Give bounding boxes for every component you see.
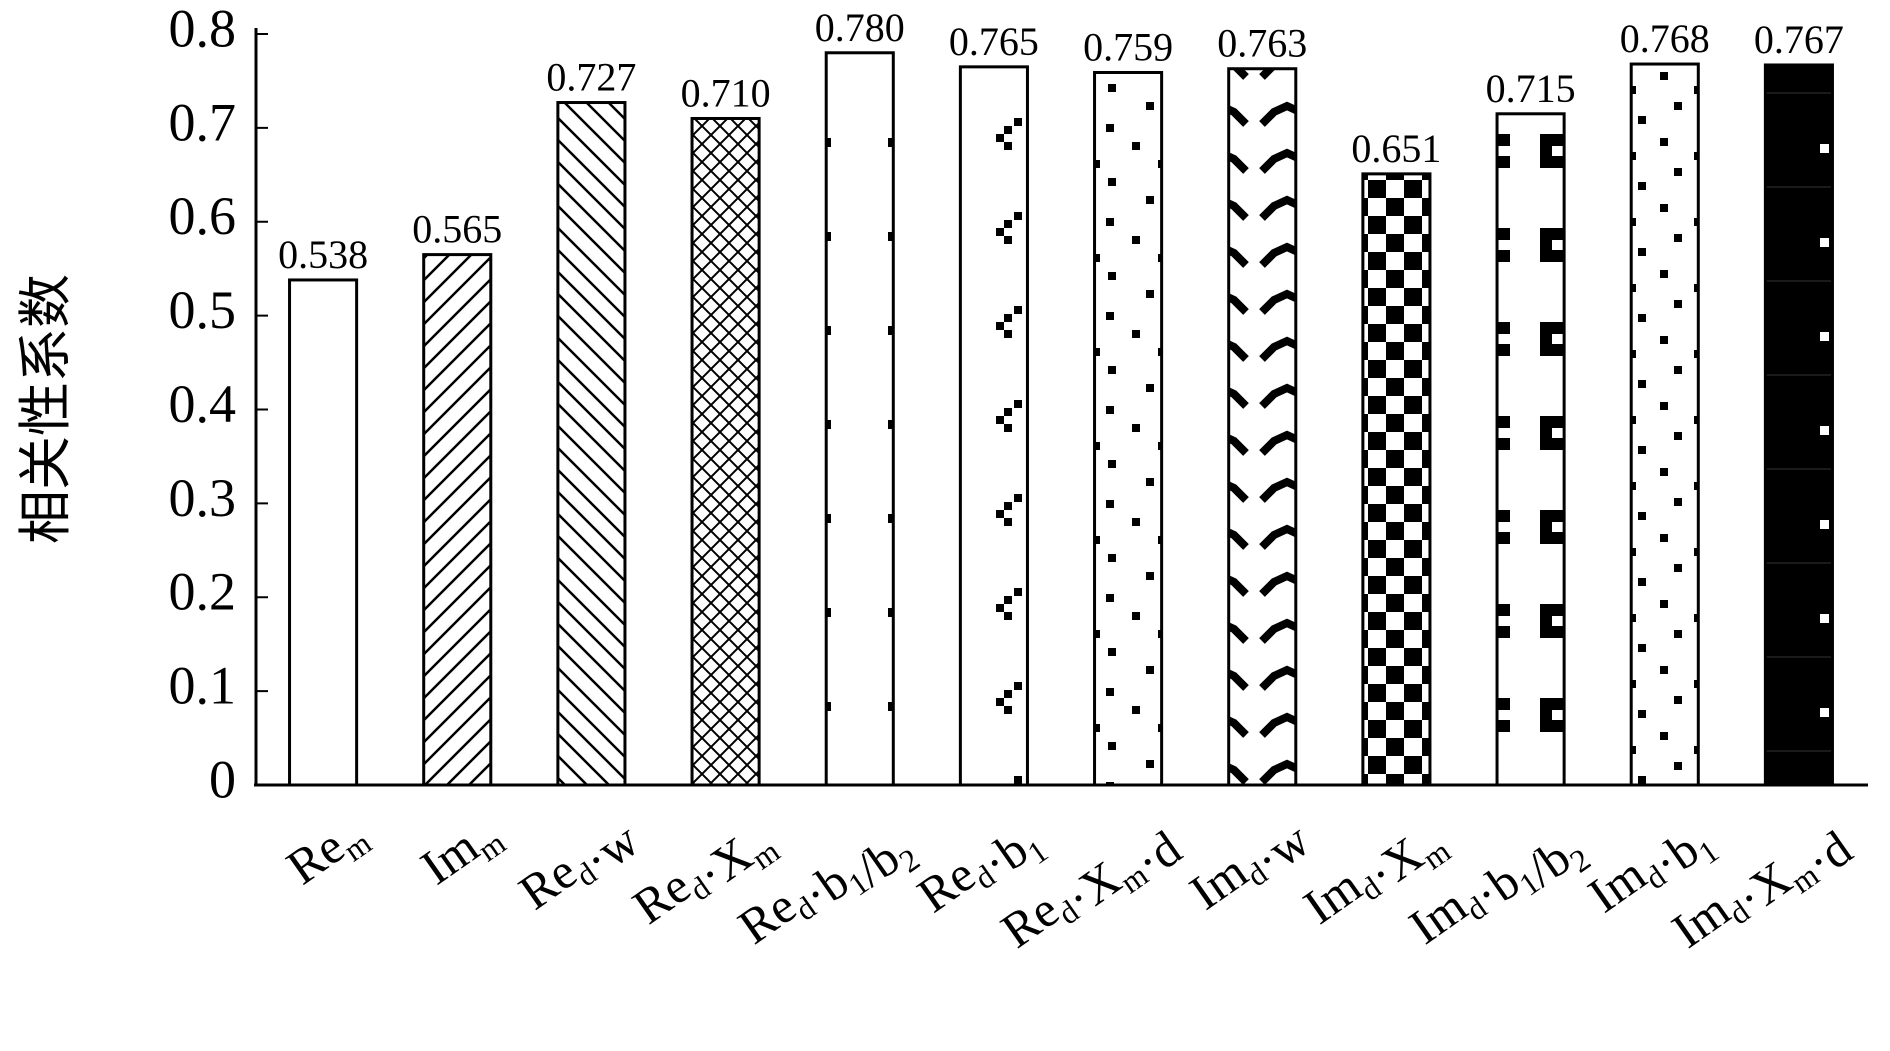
y-tick-label: 0.6 <box>169 186 237 246</box>
value-label: 0.565 <box>412 207 502 252</box>
y-tick-label: 0.1 <box>169 656 237 716</box>
bar <box>288 278 359 787</box>
x-tick-label: Rem <box>276 803 378 900</box>
bar <box>1495 112 1566 787</box>
bar <box>958 65 1029 787</box>
value-label: 0.710 <box>681 70 771 115</box>
bar <box>1093 70 1164 787</box>
bar <box>1361 172 1432 787</box>
x-tick-label: Red·Xm·d <box>991 803 1191 975</box>
value-label: 0.768 <box>1620 16 1710 61</box>
value-label: 0.715 <box>1486 66 1576 111</box>
y-tick-label: 0.3 <box>169 468 237 528</box>
plot-area: 0 0.1 0.2 0.3 0.4 0.5 0.6 0.7 0.8 0.538 Rem 0.565 Im… <box>169 0 1862 976</box>
y-tick-label: 0.4 <box>169 374 237 434</box>
value-label: 0.759 <box>1083 24 1173 69</box>
bar <box>1763 63 1834 787</box>
y-axis-label: 相关性系数 <box>14 274 77 544</box>
x-tick-label: Imd·Xm·d <box>1662 803 1862 975</box>
bar <box>556 101 627 787</box>
bar <box>422 253 493 787</box>
y-tick-label: 0 <box>209 749 236 809</box>
x-tick-label: Imd·b1/b2 <box>1399 803 1597 976</box>
x-tick-label: Imm <box>411 803 513 900</box>
value-label: 0.538 <box>278 232 368 277</box>
value-label: 0.780 <box>815 5 905 50</box>
y-tick-label: 0.2 <box>169 562 237 622</box>
x-tick-label: Red·w <box>509 803 649 928</box>
value-label: 0.763 <box>1217 21 1307 66</box>
y-tick-label: 0.5 <box>169 280 237 340</box>
bar <box>1227 67 1298 787</box>
x-tick-label: Imd·w <box>1180 803 1320 928</box>
bar <box>824 51 895 787</box>
bar <box>690 116 761 787</box>
value-label: 0.727 <box>546 55 636 100</box>
x-tick-label: Red·b1/b2 <box>728 803 926 976</box>
bar <box>1629 62 1700 787</box>
value-label: 0.767 <box>1754 17 1844 62</box>
y-tick-label: 0.8 <box>169 0 237 58</box>
y-tick-label: 0.7 <box>169 92 237 152</box>
value-label: 0.765 <box>949 19 1039 64</box>
value-label: 0.651 <box>1351 126 1441 171</box>
